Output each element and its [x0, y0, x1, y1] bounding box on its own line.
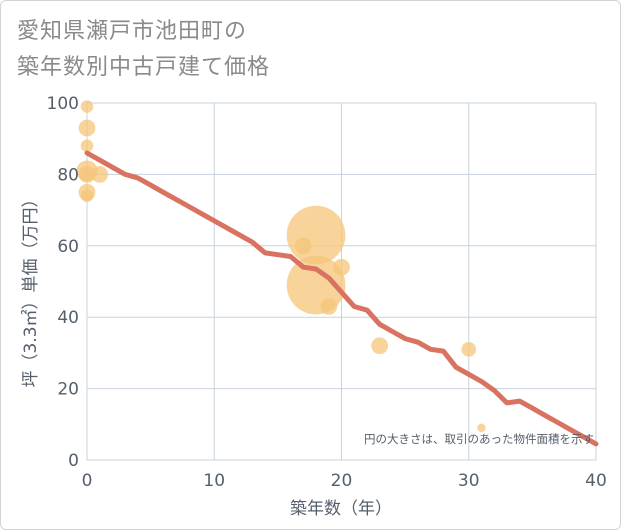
y-tick-label: 100	[47, 94, 79, 114]
data-bubble	[78, 166, 96, 183]
data-bubble	[461, 341, 477, 357]
x-axis-ticks: 0 10 20 30 40	[82, 471, 607, 491]
y-axis-ticks: 0 20 40 60 80 100	[47, 94, 79, 471]
x-tick-label: 30	[458, 471, 480, 491]
x-tick-label: 20	[331, 471, 353, 491]
data-bubble	[333, 258, 350, 276]
chart-title-line1: 愛知県瀬戸市池田町の	[17, 19, 248, 44]
trend-line-group	[84, 150, 599, 447]
x-tick-label: 40	[585, 471, 607, 491]
y-axis-title: 坪（3.3㎡）単価（万円）	[21, 190, 41, 387]
data-bubble	[80, 189, 94, 203]
data-bubble	[91, 166, 109, 183]
x-axis-title: 築年数（年）	[290, 499, 392, 519]
data-bubble	[80, 139, 94, 153]
y-tick-label: 0	[68, 451, 79, 471]
chart-title-line2: 築年数別中古戸建て価格	[17, 55, 271, 80]
y-tick-label: 40	[57, 308, 79, 328]
y-tick-label: 80	[57, 165, 79, 185]
data-bubble	[477, 423, 486, 433]
data-bubble	[78, 119, 96, 137]
data-bubble	[286, 205, 346, 265]
size-annotation: 円の大きさは、取引のあった物件面積を示す	[364, 432, 594, 446]
data-bubble	[80, 100, 94, 113]
grid-lines	[86, 102, 597, 461]
x-tick-label: 0	[82, 471, 93, 491]
y-tick-label: 20	[57, 380, 79, 400]
y-tick-label: 60	[57, 237, 79, 257]
chart-title: 愛知県瀬戸市池田町の 築年数別中古戸建て価格	[17, 14, 270, 86]
data-bubble	[320, 298, 338, 315]
data-bubble	[371, 337, 389, 355]
bubble-series	[76, 100, 486, 433]
x-tick-label: 10	[203, 471, 225, 491]
trend-line	[84, 150, 599, 447]
